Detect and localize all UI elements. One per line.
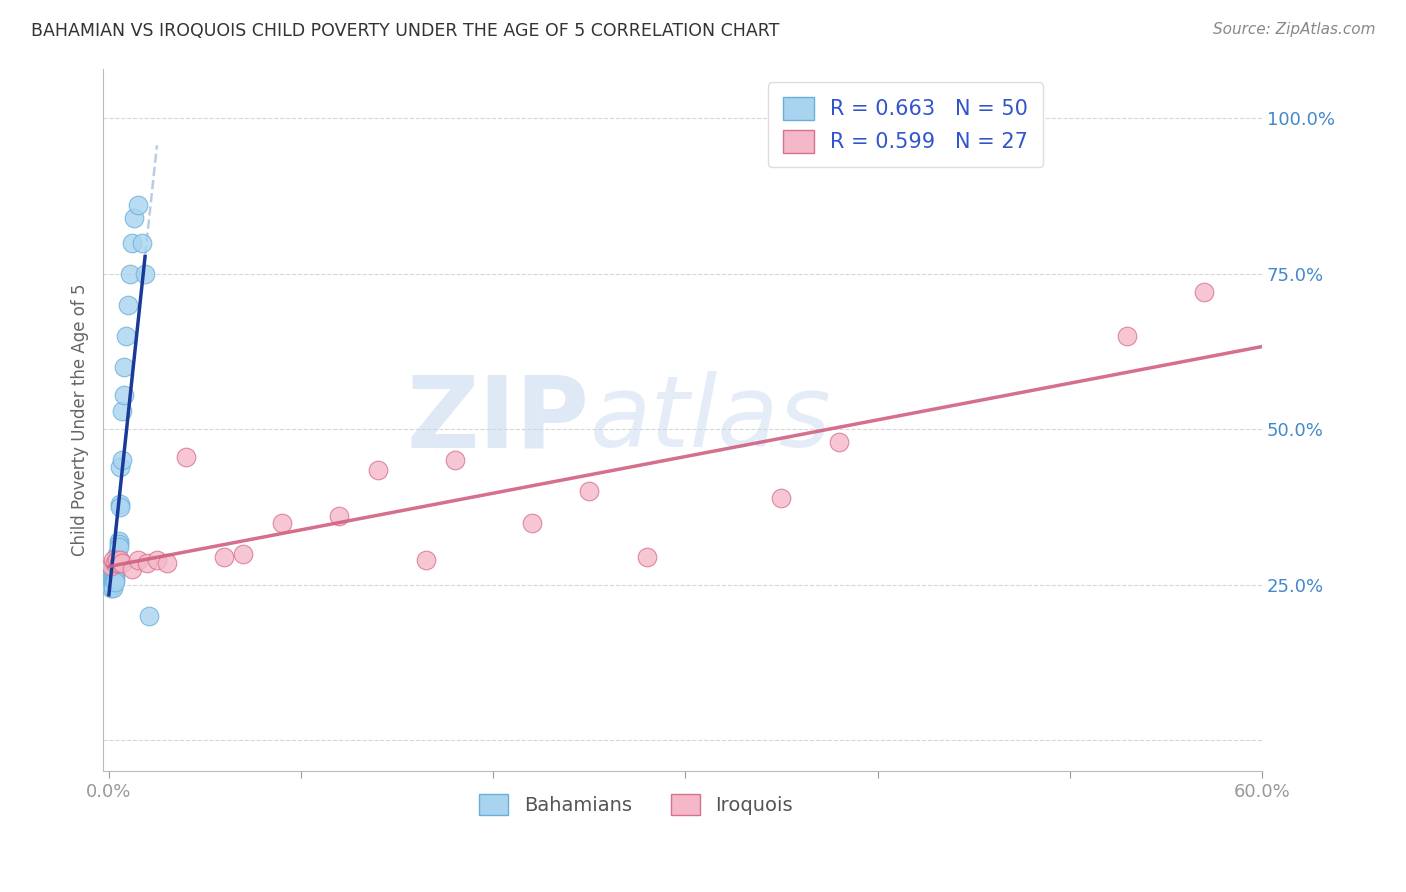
Point (111, 556, 134, 570)
Point (212, 549, 235, 564)
Point (134, 267, 156, 281)
Point (115, 329, 138, 343)
Point (110, 553, 132, 567)
Text: BAHAMIAN VS IROQUOIS CHILD POVERTY UNDER THE AGE OF 5 CORRELATION CHART: BAHAMIAN VS IROQUOIS CHILD POVERTY UNDER… (31, 22, 779, 40)
Point (136, 556, 159, 570)
Text: Source: ZipAtlas.com: Source: ZipAtlas.com (1212, 22, 1375, 37)
Point (328, 509, 350, 524)
Point (105, 556, 128, 570)
Point (770, 491, 793, 505)
Point (100, 568, 122, 582)
Point (107, 541, 129, 555)
Point (122, 211, 145, 225)
Point (104, 556, 127, 570)
Point (100, 581, 122, 595)
Point (104, 562, 127, 576)
Point (107, 534, 129, 549)
Point (104, 572, 127, 586)
Point (101, 578, 124, 592)
Point (127, 198, 149, 212)
Point (146, 553, 169, 567)
Point (110, 459, 132, 474)
Point (107, 556, 129, 570)
Point (1194, 285, 1216, 300)
Point (100, 578, 122, 592)
Point (155, 556, 177, 570)
Text: ZIP: ZIP (406, 371, 589, 468)
Point (101, 559, 124, 574)
Point (97, 572, 120, 586)
Point (101, 572, 124, 586)
Point (101, 566, 124, 580)
Point (121, 235, 143, 250)
Point (100, 568, 122, 582)
Point (101, 574, 124, 589)
Point (104, 556, 127, 570)
Point (110, 500, 132, 514)
Point (105, 547, 128, 561)
Point (101, 553, 124, 567)
Point (105, 553, 128, 567)
Point (104, 568, 127, 582)
Point (104, 566, 127, 580)
Point (367, 463, 389, 477)
Point (828, 434, 851, 449)
Point (104, 574, 127, 589)
Point (636, 549, 658, 564)
Point (111, 403, 134, 417)
Point (578, 484, 600, 499)
Point (131, 235, 153, 250)
Point (105, 549, 128, 564)
Point (121, 562, 143, 576)
Point (1116, 329, 1139, 343)
Point (100, 559, 122, 574)
Point (127, 553, 149, 567)
Point (97, 566, 120, 580)
Text: atlas: atlas (589, 371, 831, 468)
Point (117, 298, 139, 312)
Point (174, 450, 197, 465)
Point (101, 581, 124, 595)
Point (100, 572, 122, 586)
Point (100, 566, 122, 580)
Point (105, 553, 128, 567)
Point (138, 608, 160, 623)
Point (101, 568, 124, 582)
Y-axis label: Child Poverty Under the Age of 5: Child Poverty Under the Age of 5 (72, 284, 89, 557)
Point (443, 453, 465, 467)
Point (112, 388, 135, 402)
Point (232, 547, 254, 561)
Point (111, 453, 134, 467)
Point (97, 568, 120, 582)
Point (520, 516, 543, 530)
Point (104, 559, 127, 574)
Legend: Bahamians, Iroquois: Bahamians, Iroquois (470, 784, 803, 825)
Point (110, 497, 132, 511)
Point (270, 516, 292, 530)
Point (97, 568, 120, 582)
Point (101, 562, 124, 576)
Point (107, 537, 129, 551)
Point (118, 267, 141, 281)
Point (97, 566, 120, 580)
Point (100, 574, 122, 589)
Point (112, 360, 135, 375)
Point (415, 553, 437, 567)
